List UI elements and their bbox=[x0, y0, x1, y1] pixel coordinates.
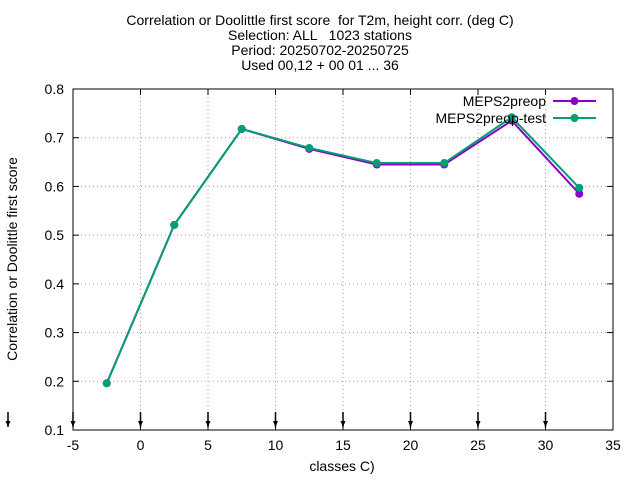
bottom-marker-head bbox=[5, 421, 11, 427]
bottom-marker-head bbox=[475, 421, 481, 427]
y-tick-label: 0.4 bbox=[45, 276, 65, 292]
x-tick-label: 5 bbox=[204, 437, 212, 453]
plot-frame bbox=[72, 88, 614, 431]
legend-label-1: MEPS2preop bbox=[463, 93, 546, 109]
legend-label-2: MEPS2preop-test bbox=[436, 110, 547, 126]
series-group bbox=[102, 113, 584, 388]
x-tick-label: 20 bbox=[403, 437, 419, 453]
bottom-marker-head bbox=[138, 421, 143, 427]
bottom-marker-head bbox=[543, 421, 548, 427]
data-point bbox=[440, 159, 449, 168]
series-line-1 bbox=[105, 119, 580, 384]
legend-point-1 bbox=[570, 97, 579, 105]
bottom-marker-head bbox=[408, 421, 413, 427]
title-line-4: Used 00,12 + 00 01 ... 36 bbox=[241, 57, 399, 73]
grid-lines bbox=[73, 89, 613, 430]
data-point bbox=[372, 159, 381, 168]
x-axis-label: classes C) bbox=[309, 458, 374, 474]
x-tick-label: 10 bbox=[268, 437, 284, 453]
data-point bbox=[507, 113, 516, 122]
bottom-marker-head bbox=[205, 421, 211, 427]
y-tick-label: 0.2 bbox=[45, 373, 65, 389]
data-point bbox=[575, 183, 584, 192]
y-tick-label: 0.6 bbox=[45, 178, 65, 194]
series-line-2 bbox=[105, 115, 580, 384]
data-point bbox=[102, 379, 111, 388]
title-line-2: Selection: ALL 1023 stations bbox=[228, 27, 412, 43]
y-tick-label: 0.1 bbox=[45, 422, 65, 438]
data-point bbox=[237, 124, 246, 133]
y-tick-label: 0.7 bbox=[45, 130, 65, 146]
x-tick-label: 15 bbox=[335, 437, 351, 453]
data-point bbox=[170, 220, 179, 229]
y-tick-label: 0.8 bbox=[45, 81, 65, 97]
data-point bbox=[305, 143, 314, 152]
x-tick-label: 30 bbox=[538, 437, 554, 453]
x-tick-label: 35 bbox=[605, 437, 621, 453]
title-line-3: Period: 20250702-20250725 bbox=[231, 42, 409, 58]
x-tick-label: 25 bbox=[470, 437, 486, 453]
y-axis-label: Correlation or Doolittle first score bbox=[4, 157, 20, 361]
axes: -5 0 5 10 15 20 25 30 35 0.1 0.2 0.3 0.4 0.5 0.6 0.7 0.8 bbox=[5, 81, 621, 453]
bottom-marker-head bbox=[340, 421, 346, 427]
bottom-marker-head bbox=[70, 421, 76, 427]
y-tick-label: 0.3 bbox=[45, 325, 65, 341]
legend-point-2 bbox=[570, 114, 579, 122]
bottom-marker-head bbox=[273, 421, 278, 427]
x-tick-label: -5 bbox=[67, 437, 80, 453]
y-tick-label: 0.5 bbox=[45, 227, 65, 243]
title-line-1: Correlation or Doolittle first score for… bbox=[126, 12, 514, 28]
x-tick-label: 0 bbox=[137, 437, 145, 453]
